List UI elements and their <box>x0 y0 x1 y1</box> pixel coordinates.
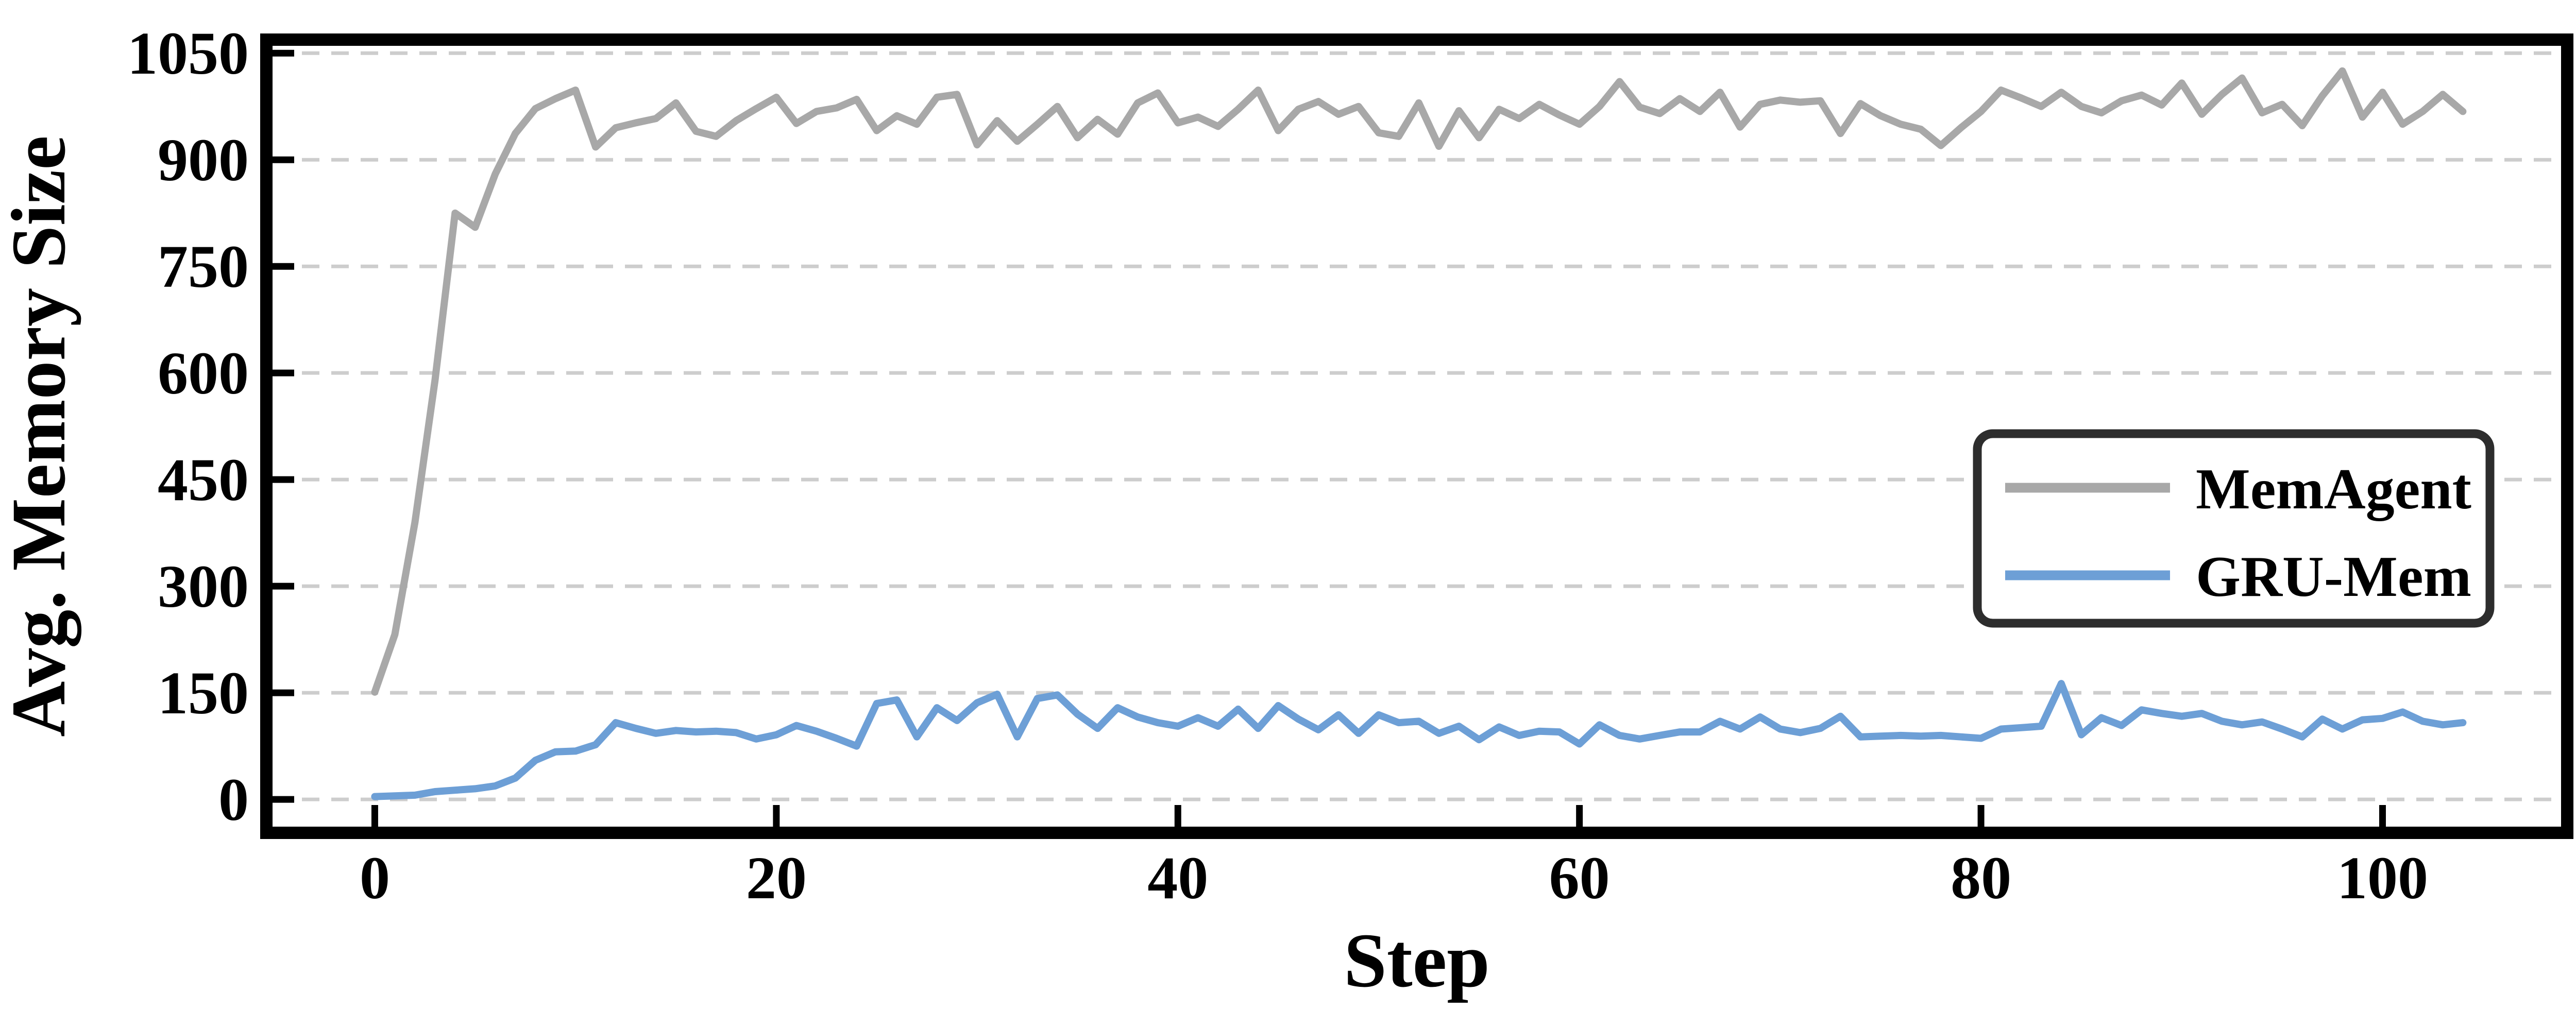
x-tick-label-0: 0 <box>360 844 390 912</box>
y-tick-label-1050: 1050 <box>127 20 249 87</box>
y-tick-labels: 0 150 300 450 600 750 900 1050 <box>127 20 249 833</box>
y-tick-label-450: 450 <box>158 446 249 514</box>
series-line-gru-mem <box>371 680 2467 800</box>
y-tick-label-150: 150 <box>158 659 249 727</box>
x-tick-label-60: 60 <box>1549 844 1610 912</box>
series-line-memagent <box>371 67 2467 696</box>
axis-ticks <box>273 49 2386 827</box>
series-lines <box>371 67 2467 800</box>
y-tick-label-300: 300 <box>158 553 249 620</box>
plot-border <box>260 33 2573 839</box>
x-axis-label: Step <box>1344 918 1489 1003</box>
x-tick-label-100: 100 <box>2337 844 2428 912</box>
y-tick-label-0: 0 <box>218 766 249 833</box>
y-tick-label-600: 600 <box>158 339 249 407</box>
x-tick-label-80: 80 <box>1951 844 2011 912</box>
gridlines <box>273 51 2561 801</box>
x-tick-label-40: 40 <box>1147 844 1208 912</box>
x-tick-labels: 0 20 40 60 80 100 <box>360 844 2428 912</box>
x-tick-label-20: 20 <box>746 844 807 912</box>
legend-label-memagent: MemAgent <box>2196 457 2471 521</box>
legend: MemAgent GRU-Mem <box>1973 429 2495 628</box>
y-tick-label-900: 900 <box>158 126 249 194</box>
y-tick-label-750: 750 <box>158 233 249 300</box>
y-axis-label: Avg. Memory Size <box>0 135 81 737</box>
legend-label-gru-mem: GRU-Mem <box>2196 545 2471 609</box>
